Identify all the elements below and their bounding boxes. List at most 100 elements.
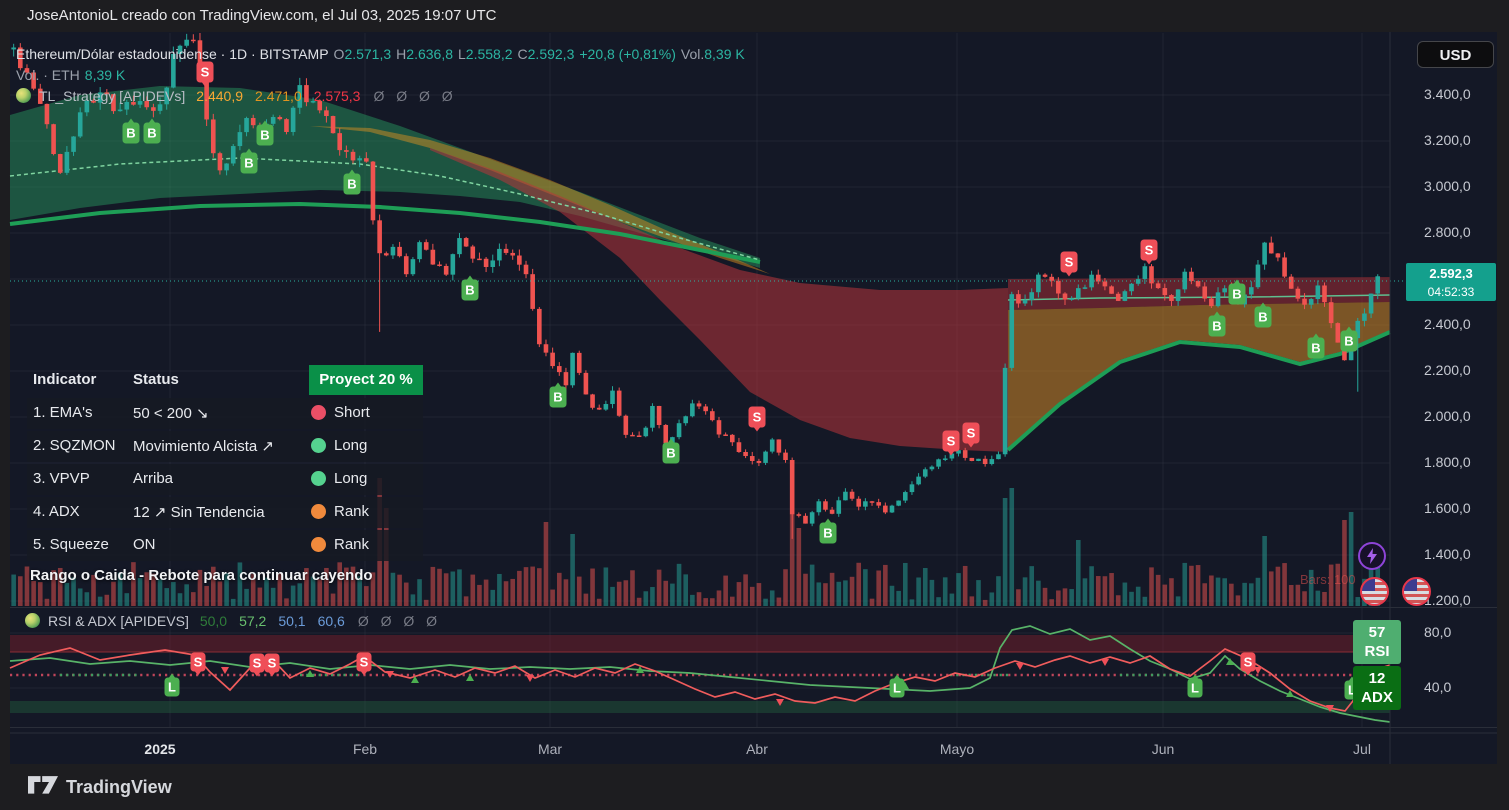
indicator-status: Movimiento Alcista ↗: [133, 438, 274, 455]
down-triangle-signal: [221, 667, 229, 674]
legend-value: 2.575,3: [313, 87, 361, 104]
rsi-adx-empty-values: Ø Ø Ø Ø: [357, 612, 442, 629]
orange-band: [310, 126, 770, 274]
time-tick-label[interactable]: 2025: [144, 741, 176, 757]
up-triangle-signal: [411, 676, 419, 683]
strategy-values: 2.440,9 2.471,0 2.575,3: [196, 88, 360, 104]
rsi-tick-label: 40,0: [1424, 679, 1452, 695]
legend-value: 50,0: [199, 612, 228, 629]
lightning-bolt-icon: [1367, 548, 1377, 564]
time-tick-label[interactable]: Mar: [537, 741, 563, 757]
long-signal-marker: L: [889, 674, 905, 698]
low-label: L: [458, 45, 466, 62]
buy-signal-marker: B: [343, 169, 361, 195]
volume-row-label: Vol. · ETH: [16, 66, 80, 83]
indicator-status: Arriba: [133, 470, 174, 487]
current-price-badge[interactable]: 2.592,3 04:52:33: [1406, 263, 1496, 301]
up-triangle-signal: [636, 666, 644, 673]
high-label: H: [396, 45, 407, 62]
indicator-signal: Rank: [311, 536, 369, 553]
price-tick-label: 3.400,0: [1424, 86, 1471, 102]
time-tick-label[interactable]: Jul: [1353, 741, 1371, 757]
svg-text:S: S: [947, 434, 956, 449]
attribution-text: JoseAntonioL creado con TradingView.com,…: [27, 7, 497, 24]
sell-signal-marker: S: [748, 406, 766, 432]
long-signal-marker: L: [164, 673, 180, 697]
price-tick-label: 1.200,0: [1424, 592, 1471, 608]
us-flag-event-icon[interactable]: [1360, 577, 1389, 606]
down-triangle-signal: [526, 675, 534, 682]
close-label: C: [517, 45, 528, 62]
buy-signal-marker: B: [256, 120, 274, 146]
table-col-status: Status: [133, 371, 179, 388]
buy-signal-marker: B: [1228, 279, 1246, 305]
up-triangle-signal: [1286, 690, 1294, 697]
adx-value: 12: [1368, 670, 1386, 687]
volume-row-value: 8,39 K: [84, 66, 126, 83]
svg-text:S: S: [1244, 655, 1253, 670]
price-tick-label: 1.800,0: [1424, 454, 1471, 470]
indicator-name: 4. ADX: [33, 503, 80, 520]
signal-dot-icon: [311, 537, 326, 552]
volume-legend[interactable]: Vol. · ETH 8,39 K: [16, 66, 125, 83]
svg-text:S: S: [753, 410, 762, 425]
up-triangle-signal: [1226, 658, 1234, 665]
up-triangle-signal: [306, 670, 314, 677]
buy-signal-marker: B: [240, 148, 258, 174]
svg-text:L: L: [1191, 681, 1199, 696]
svg-text:L: L: [1348, 683, 1356, 698]
sell-signal-marker: S: [264, 653, 280, 677]
up-triangle-signal: [466, 674, 474, 681]
tradingview-logo-icon: [28, 776, 58, 794]
bar-countdown: 04:52:33: [1427, 285, 1475, 299]
rsi-line: [9, 647, 1391, 712]
indicator-signal: Short: [311, 404, 370, 421]
signal-dot-icon: [311, 438, 326, 453]
buy-signal-marker: B: [122, 118, 140, 144]
sell-signal-marker: S: [1240, 652, 1256, 676]
table-row: 4. ADX 12 ↗ Sin Tendencia Rank: [27, 497, 423, 528]
table-row: 1. EMA's 50 < 200 ↘ Short: [27, 398, 423, 429]
low-value: 2.558,2: [465, 45, 513, 62]
rsi-value-badge: 57 RSI: [1353, 620, 1401, 664]
tradingview-logo-text: TradingView: [66, 776, 172, 797]
legend-value: 57,2: [239, 612, 267, 629]
current-price: 2.592,3: [1429, 266, 1473, 281]
svg-text:S: S: [201, 65, 210, 80]
buy-signal-marker: B: [1254, 302, 1272, 328]
svg-text:B: B: [260, 128, 269, 143]
indicator-signal: Long: [311, 437, 367, 454]
svg-text:S: S: [360, 655, 369, 670]
price-tick-label: 1.600,0: [1424, 500, 1471, 516]
rsi-adx-legend[interactable]: RSI & ADX [APIDEVS] 50,0 57,2 50,1 60,6 Ø Ø…: [25, 612, 441, 629]
us-flag-event-icon-2[interactable]: [1402, 577, 1431, 606]
tradingview-logo[interactable]: TradingView: [28, 776, 172, 798]
time-tick-label[interactable]: Jun: [1151, 741, 1175, 757]
time-tick-label[interactable]: Abr: [746, 741, 768, 757]
svg-text:B: B: [553, 390, 562, 405]
buy-signal-marker: B: [461, 275, 479, 301]
time-tick-label[interactable]: Mayo: [939, 741, 975, 757]
svg-text:S: S: [1065, 255, 1074, 270]
down-triangle-signal: [386, 671, 394, 678]
price-tick-label: 3.000,0: [1424, 178, 1471, 194]
volume-label: Vol.: [680, 45, 705, 62]
down-triangle-signal: [1254, 667, 1262, 674]
strategy-legend[interactable]: TL_Strategy [APIDEVs] 2.440,9 2.471,0 2.57…: [16, 87, 457, 104]
buy-signal-marker: B: [549, 382, 567, 408]
events-lightning-icon[interactable]: [1358, 542, 1386, 570]
svg-text:B: B: [465, 283, 474, 298]
price-tick-label: 2.000,0: [1424, 408, 1471, 424]
sell-signal-marker: S: [962, 422, 980, 448]
symbol-legend[interactable]: Ethereum/Dólar estadounidense · 1D · BIT…: [16, 45, 745, 62]
indicator-status-table: Indicator Status Proyect 20 % 1. EMA's 50…: [27, 365, 423, 561]
price-tick-label: 1.400,0: [1424, 546, 1471, 562]
down-triangle-signal: [1101, 659, 1109, 666]
apidevs-monkey-icon-2: [25, 613, 40, 628]
time-tick-label[interactable]: Feb: [352, 741, 378, 757]
strategy-note: Rango o Caida - Rebote para continuar ca…: [30, 567, 373, 584]
currency-toggle-button[interactable]: USD: [1417, 41, 1494, 68]
sell-signal-marker: S: [356, 652, 372, 676]
indicator-status: 50 < 200 ↘: [133, 405, 209, 422]
